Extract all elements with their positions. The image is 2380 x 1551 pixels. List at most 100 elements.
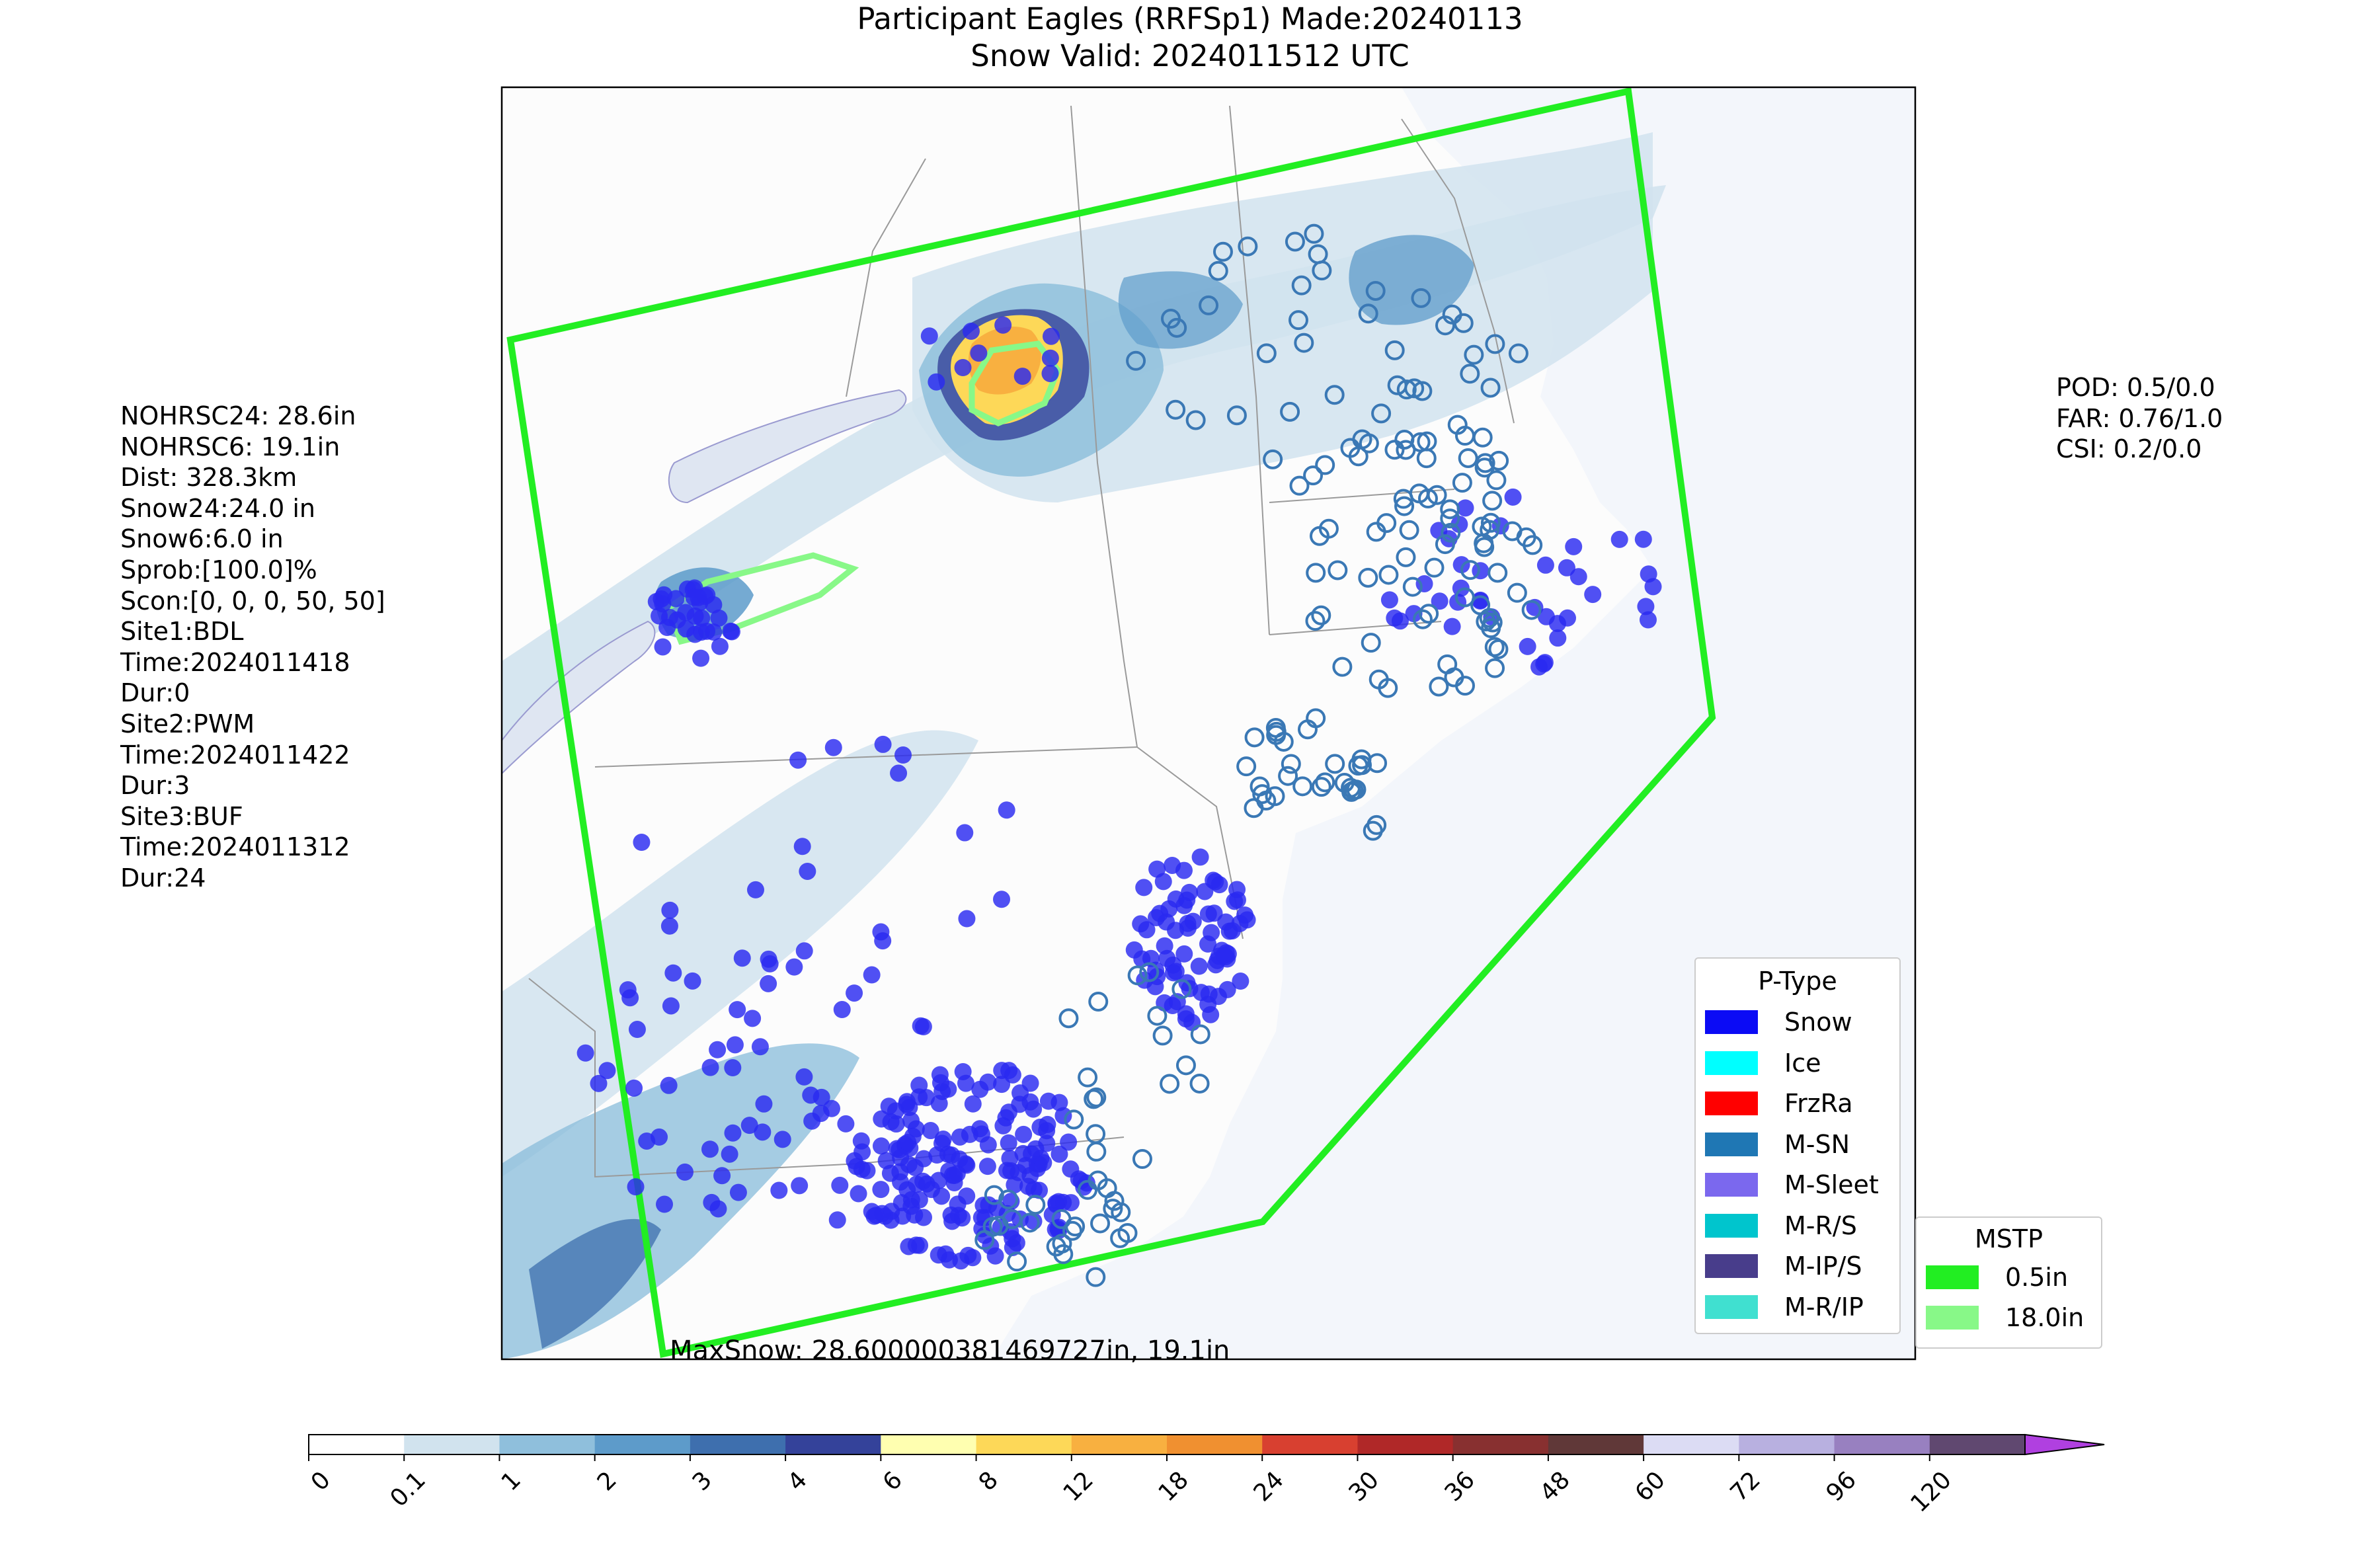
obs-point-filled [723,623,740,641]
colorbar-segment [690,1435,786,1454]
obs-point-filled [993,891,1011,908]
obs-point-open [1086,1087,1107,1107]
obs-point-filled [760,950,777,968]
obs-point-filled [1041,364,1059,382]
obs-point-filled [755,1095,773,1113]
obs-point-open [984,1185,1004,1205]
ptype-legend-item: M-R/IP [1705,1292,1864,1322]
obs-point-filled [920,327,938,345]
obs-point-filled [824,738,842,756]
colorbar-segment [1071,1435,1168,1454]
ptype-legend-swatch [1705,1051,1758,1075]
left-stats-panel: NOHRSC24: 28.6in NOHRSC6: 19.1in Dist: 328… [120,401,385,894]
obs-point-filled [795,942,813,960]
obs-point-filled [1164,856,1181,874]
obs-point-filled [1062,1160,1080,1178]
obs-point-filled [1405,605,1423,623]
obs-point-open [1328,560,1348,580]
obs-point-filled [684,972,701,990]
colorbar-segment [594,1435,691,1454]
snowfall-contours [502,132,1666,1359]
left-stat-line: Snow24:24.0 in [120,493,316,523]
obs-point-open [1480,520,1500,540]
obs-point-filled [971,1080,989,1098]
obs-point-open [1058,1008,1079,1029]
obs-point-filled [724,1124,742,1142]
verification-stats-panel: POD: 0.5/0.0 FAR: 0.76/1.0 CSI: 0.2/0.0 [2056,372,2223,465]
obs-point-filled [894,746,912,764]
obs-point-filled [692,649,710,667]
obs-point-filled [1634,530,1652,548]
obs-point-open [1368,669,1389,690]
obs-point-filled [874,735,892,753]
obs-point-open [1453,313,1474,333]
obs-point-open [1516,527,1536,547]
obs-point-open [1454,587,1475,608]
obs-point-filled [619,981,637,999]
obs-point-filled [1223,922,1241,939]
obs-point-open [1064,1109,1084,1130]
obs-point-open [1412,381,1433,401]
obs-point-filled [890,764,908,782]
left-stat-line: Sprob:[100.0]% [120,555,317,584]
colorbar-segment [881,1435,977,1454]
obs-point-open [1189,1073,1210,1094]
obs-point-filled [724,1059,742,1077]
obs-point-filled [676,1163,694,1181]
obs-point-open [1285,231,1305,252]
ptype-legend-item: M-SN [1705,1130,1850,1159]
mstp-legend-title: MSTP [1974,1224,2043,1253]
ptype-legend-label: Ice [1784,1048,1821,1078]
obs-point-filled [971,1120,989,1138]
left-stat-line: Site1:BDL [120,617,244,647]
obs-point-open [1185,410,1206,430]
obs-point-filled [713,1167,731,1185]
obs-point-filled [1062,1194,1080,1212]
obs-point-open [1435,534,1455,555]
obs-point-filled [1146,978,1164,996]
obs-point-open [1324,385,1345,405]
obs-point-open [1311,605,1331,625]
left-stat-line: Scon:[0, 0, 0, 50, 50] [120,586,385,616]
obs-point-filled [846,984,863,1002]
obs-point-filled [705,623,723,641]
mstp-outline-18in-tug-hill [969,340,1062,426]
obs-point-open [1404,378,1425,399]
obs-point-filled [933,1187,951,1205]
obs-point-filled [802,1086,820,1104]
obs-point-open [1244,727,1265,748]
obs-point-open [1361,633,1381,653]
colorbar-segment [1739,1435,1835,1454]
obs-point-filled [654,595,672,613]
snowfall-map [308,86,2105,1461]
verification-stat-line: CSI: 0.2/0.0 [2056,434,2202,464]
obs-point-filled [789,751,807,769]
obs-point-open [1482,491,1503,511]
colorbar-segment [1929,1435,2026,1454]
snow-core-appalachian [529,1218,661,1349]
obs-point-filled [1549,629,1567,647]
obs-point-filled [1386,609,1404,627]
obs-point-filled [998,1162,1015,1179]
verification-stat-line: POD: 0.5/0.0 [2056,373,2215,402]
obs-point-filled [812,1105,830,1123]
obs-point-filled [664,964,682,982]
obs-point-filled [1051,1145,1068,1163]
obs-point-filled [1175,896,1193,914]
obs-point-open [1365,281,1386,301]
obs-point-filled [701,1140,719,1158]
obs-point-filled [1148,860,1166,878]
obs-point-filled [711,637,729,655]
obs-point-filled [590,1074,608,1092]
obs-point-open [1126,350,1146,371]
obs-point-filled [956,824,974,842]
obs-point-filled [979,1136,997,1154]
obs-point-filled [686,625,704,643]
obs-point-open [1111,1202,1131,1222]
obs-point-filled [1431,592,1448,610]
obs-point-open [1065,1216,1086,1237]
ptype-legend-item: Snow [1705,1008,1852,1037]
obs-point-filled [978,1158,996,1175]
obs-point-filled [633,834,651,852]
ptype-legend-label: M-R/S [1784,1211,1857,1240]
